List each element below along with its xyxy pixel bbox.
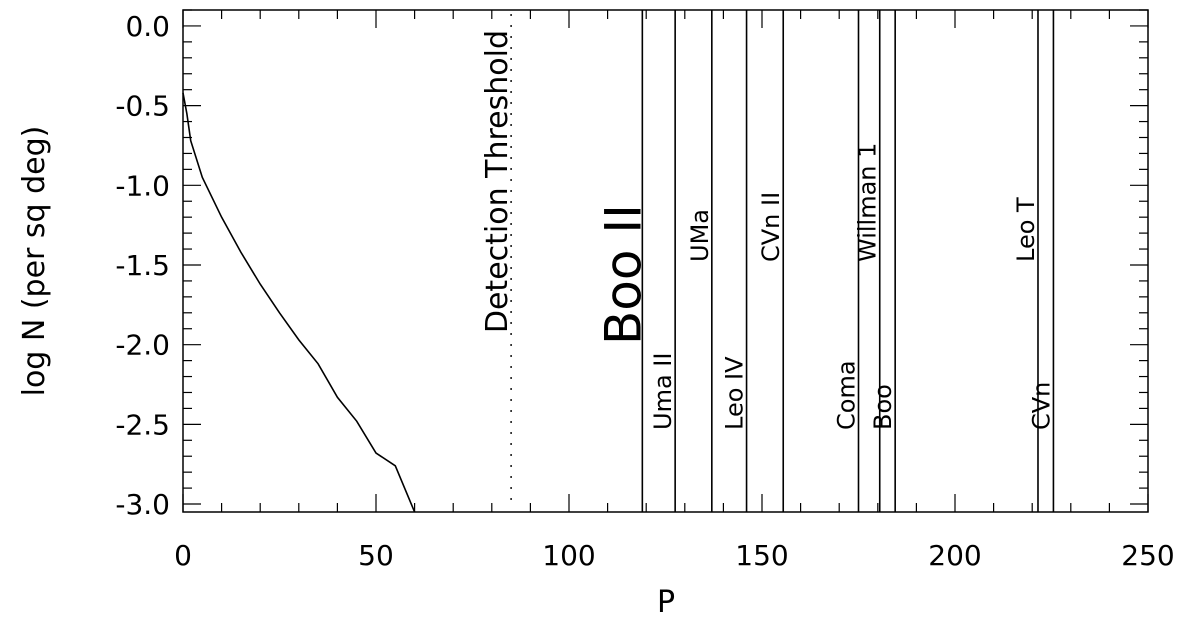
y-tick-label: -1.5 — [115, 249, 170, 282]
y-tick-label: -2.0 — [115, 329, 170, 362]
plot-frame — [182, 9, 1149, 513]
series-line — [182, 92, 416, 513]
x-tick-label: 0 — [174, 539, 192, 572]
axis-ticks — [182, 9, 1149, 512]
marker-label: Boo — [869, 384, 897, 430]
marker-label: Coma — [833, 360, 861, 430]
y-tick-label: -1.0 — [115, 169, 170, 202]
threshold-label: Detection Threshold — [480, 30, 515, 333]
marker-label: CVn II — [757, 192, 785, 262]
x-tick-label: 50 — [358, 539, 394, 572]
tick-labels: 0 50 100 150 200 250 0.0 -0.5 -1.0 -1.5 -2.0 -2.5 -3… — [115, 10, 1174, 572]
marker-lines: Detection Threshold Boo II Uma II UMa Leo IV… — [480, 10, 1055, 512]
y-tick-label: -3.0 — [115, 488, 170, 521]
marker-label: CVn — [1027, 382, 1055, 430]
y-tick-label: -0.5 — [115, 90, 170, 123]
marker-label: Leo IV — [721, 356, 749, 430]
marker-label: UMa — [686, 209, 714, 262]
x-tick-label: 250 — [1121, 539, 1174, 572]
x-tick-label: 150 — [735, 539, 788, 572]
x-tick-label: 200 — [928, 539, 981, 572]
marker-label: Boo II — [594, 204, 652, 345]
marker-label: Uma II — [649, 353, 677, 430]
series-layer — [182, 92, 416, 513]
x-tick-label: 100 — [542, 539, 595, 572]
y-tick-label: -2.5 — [115, 408, 170, 441]
marker-label: Leo T — [1012, 197, 1040, 262]
marker-label: Willman 1 — [854, 143, 882, 262]
y-axis-title: log N (per sq deg) — [17, 126, 52, 397]
x-axis-title: P — [657, 585, 675, 620]
y-tick-label: 0.0 — [125, 10, 170, 43]
